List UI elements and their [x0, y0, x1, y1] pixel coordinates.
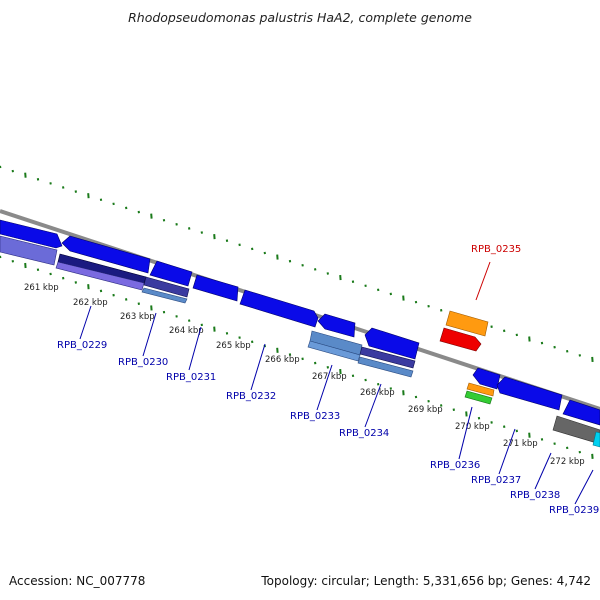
gene-feature-rpb0237[interactable] [496, 376, 563, 411]
feature-orange-0236 [466, 382, 495, 397]
feature-cyan-0239 [592, 431, 600, 448]
gene-feature-rpb0232[interactable] [239, 289, 319, 328]
gene-leader-line [534, 452, 552, 490]
kbp-label: 269 kbp [408, 405, 443, 415]
feature-purple-left [0, 235, 58, 266]
gene-feature-rpb0231[interactable] [192, 274, 239, 302]
map-title: Rhodopseudomonas palustris HaA2, complet… [128, 10, 472, 25]
kbp-label: 262 kbp [73, 298, 108, 308]
gene-label[interactable]: RPB_0233 [290, 411, 340, 422]
feature-steel-0234 [357, 356, 414, 378]
gene-feature-rpb0228[interactable] [0, 219, 63, 249]
gene-leader-line [458, 406, 473, 460]
gene-label[interactable]: RPB_0231 [166, 372, 216, 383]
gene-leader-line [79, 305, 92, 340]
gene-leader-line [250, 343, 266, 391]
gene-leader-line [475, 261, 491, 301]
gene-label[interactable]: RPB_0229 [57, 340, 107, 351]
gene-label[interactable]: RPB_0234 [339, 428, 389, 439]
gene-label[interactable]: RPB_0237 [471, 475, 521, 486]
gene-labels: RPB_0229 RPB_0230 RPB_0231 RPB_0232 RPB_0233… [57, 244, 599, 516]
feature-navy-0234 [359, 346, 416, 369]
gene-label[interactable]: RPB_0236 [430, 460, 480, 471]
kbp-label: 264 kbp [169, 326, 204, 336]
gene-feature-rpb0238[interactable] [562, 399, 600, 426]
gene-leader-line [574, 469, 594, 505]
kbp-label: 266 kbp [265, 355, 300, 365]
gene-label[interactable]: RPB_0230 [118, 357, 168, 368]
gene-feature-rpb0236[interactable] [472, 367, 501, 390]
inner-tick-ring [0, 255, 594, 459]
kbp-label: 261 kbp [24, 283, 59, 293]
feature-steel-0233b [307, 340, 361, 362]
feature-purple-0229 [55, 261, 145, 291]
kbp-label: 267 kbp [312, 372, 347, 382]
topology-label: Topology: circular; Length: 5,331,656 bp… [261, 574, 591, 588]
gene-feature-rpb0235-red[interactable] [439, 327, 482, 352]
kbp-label: 270 kbp [455, 422, 490, 432]
gene-feature-rpb0229[interactable] [61, 235, 151, 274]
accession-label: Accession: NC_007778 [9, 574, 146, 588]
gene-leader-line [316, 364, 333, 411]
gene-feature-rpb0230[interactable] [149, 260, 193, 287]
kbp-label: 272 kbp [550, 457, 585, 467]
feature-green-0236 [464, 390, 493, 405]
gene-label[interactable]: RPB_0235 [471, 244, 521, 255]
feature-gray-0238 [552, 415, 600, 445]
kbp-scale-labels: 261 kbp 262 kbp 263 kbp 264 kbp 265 kbp 266 k… [24, 283, 585, 467]
gene-features [0, 219, 600, 448]
feature-navy-0230 [143, 276, 190, 298]
gene-leader-line [364, 383, 382, 428]
gene-leader-line [142, 312, 157, 357]
gene-feature-rpb0234[interactable] [364, 327, 420, 360]
kbp-label: 265 kbp [216, 341, 251, 351]
gene-label[interactable]: RPB_0232 [226, 391, 276, 402]
gene-leader-lines [79, 261, 594, 505]
gene-feature-rpb0235-orange[interactable] [445, 310, 489, 337]
gene-label[interactable]: RPB_0239 [549, 505, 599, 516]
gene-leader-line [188, 326, 202, 371]
gene-label[interactable]: RPB_0238 [510, 490, 560, 501]
kbp-label: 271 kbp [503, 439, 538, 449]
gene-feature-rpb0233[interactable] [317, 313, 356, 338]
gene-leader-line [498, 428, 516, 475]
feature-steel-0230 [141, 287, 188, 304]
kbp-label: 263 kbp [120, 312, 155, 322]
